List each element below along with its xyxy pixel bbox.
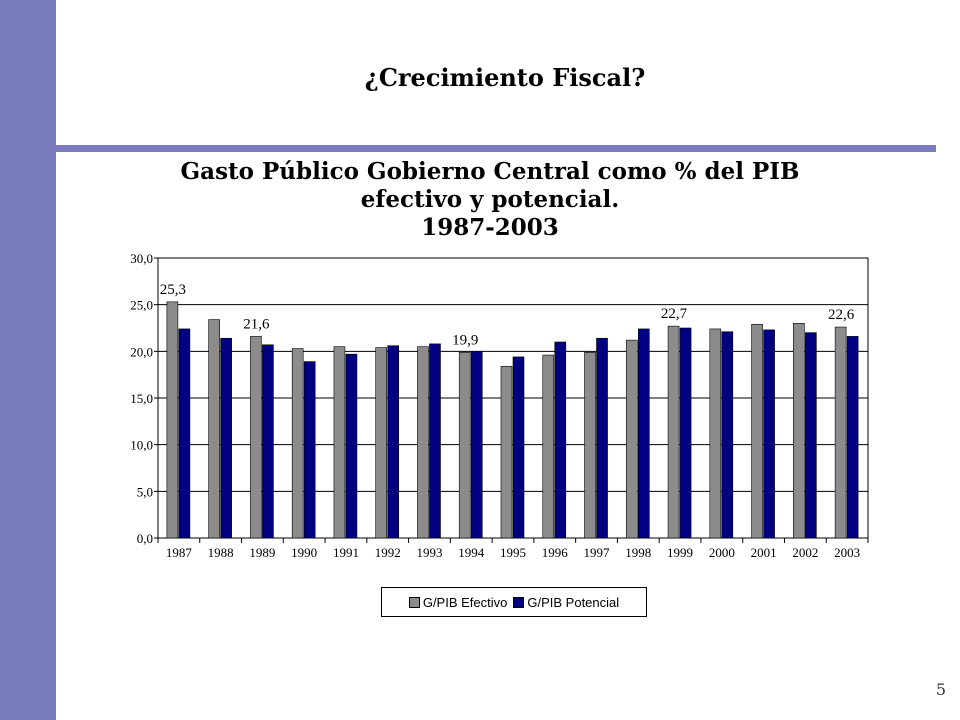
bar-potencial bbox=[387, 345, 400, 539]
x-tick-label: 1991 bbox=[333, 545, 359, 560]
legend-label-potencial: G/PIB Potencial bbox=[527, 594, 620, 610]
bar-potencial bbox=[220, 337, 232, 539]
page-number: 5 bbox=[935, 680, 946, 699]
data-labels: 25,3 21,6 19,9 22,7 22,6 bbox=[160, 282, 855, 348]
bar-efectivo bbox=[584, 351, 596, 539]
bar-potencial bbox=[679, 327, 692, 539]
y-tick-label: 15,0 bbox=[130, 391, 153, 406]
slide-title: ¿Crecimiento Fiscal? bbox=[364, 63, 646, 92]
y-tick-label: 30,0 bbox=[130, 251, 153, 266]
chart-title-line-3: 1987-2003 bbox=[421, 214, 559, 241]
bar-efectivo bbox=[625, 339, 638, 539]
bar-potencial bbox=[596, 337, 608, 539]
bar-efectivo bbox=[291, 348, 304, 539]
bar-potencial bbox=[512, 356, 525, 539]
bar-efectivo bbox=[834, 326, 847, 539]
x-tick-label: 1987 bbox=[166, 545, 193, 560]
legend-label-efectivo: G/PIB Efectivo bbox=[422, 594, 508, 610]
x-tick-label: 1994 bbox=[458, 545, 485, 560]
bar-efectivo bbox=[458, 351, 471, 539]
legend-item-potencial: G/PIB Potencial bbox=[513, 595, 619, 610]
bar-potencial bbox=[262, 344, 274, 539]
x-tick-label: 1993 bbox=[416, 545, 442, 560]
x-tick-label: 1992 bbox=[375, 545, 401, 560]
bar-efectivo bbox=[333, 346, 346, 539]
legend-swatch-potencial bbox=[513, 596, 525, 608]
x-tick-label: 2003 bbox=[834, 545, 860, 560]
bar-potencial bbox=[554, 341, 567, 539]
chart-title: Gasto Público Gobierno Central como % de… bbox=[100, 158, 880, 242]
data-label: 22,7 bbox=[661, 306, 688, 322]
x-tick-label: 1988 bbox=[208, 545, 234, 560]
x-tick-label: 2001 bbox=[751, 545, 777, 560]
legend-swatch-efectivo bbox=[408, 596, 420, 608]
bar-potencial bbox=[721, 331, 734, 539]
y-tick-label: 5,0 bbox=[137, 484, 153, 499]
bar-efectivo bbox=[667, 325, 680, 539]
bar-potencial bbox=[178, 328, 191, 539]
data-label: 19,9 bbox=[452, 332, 478, 348]
data-label: 21,6 bbox=[243, 316, 270, 332]
bar-potencial bbox=[429, 343, 441, 539]
bar-efectivo bbox=[208, 319, 220, 539]
y-axis-ticks: 0,0 5,0 10,0 15,0 20,0 25,0 30,0 bbox=[130, 251, 158, 546]
x-tick-label: 1989 bbox=[249, 545, 275, 560]
bar-efectivo bbox=[375, 347, 388, 539]
legend: G/PIB Efectivo G/PIB Potencial bbox=[381, 587, 647, 617]
bar-potencial bbox=[303, 361, 316, 539]
bar-efectivo bbox=[166, 301, 179, 539]
chart-title-line-1: Gasto Público Gobierno Central como % de… bbox=[180, 158, 800, 185]
data-label: 25,3 bbox=[160, 282, 186, 298]
x-tick-label: 2000 bbox=[709, 545, 735, 560]
x-tick-label: 1999 bbox=[667, 545, 693, 560]
bar-efectivo bbox=[709, 328, 722, 539]
bar-efectivo bbox=[793, 323, 805, 539]
y-tick-label: 0,0 bbox=[137, 531, 153, 546]
bar-efectivo bbox=[542, 354, 555, 539]
bars bbox=[166, 301, 859, 539]
x-tick-label: 1995 bbox=[500, 545, 526, 560]
left-accent-band bbox=[0, 0, 56, 720]
bar-efectivo bbox=[751, 323, 763, 539]
bar-efectivo bbox=[500, 365, 513, 539]
y-tick-label: 10,0 bbox=[130, 438, 153, 453]
x-axis-ticks: 1987 1988 1989 1990 1991 1992 1993 1994 1995 1996… bbox=[157, 538, 869, 560]
data-label: 22,6 bbox=[828, 307, 855, 323]
bar-potencial bbox=[345, 353, 358, 539]
bar-potencial bbox=[805, 332, 817, 539]
bar-efectivo bbox=[417, 346, 429, 539]
x-tick-label: 1998 bbox=[625, 545, 651, 560]
y-tick-label: 20,0 bbox=[130, 344, 153, 359]
bar-potencial bbox=[637, 328, 650, 539]
bar-efectivo bbox=[250, 336, 262, 539]
title-divider bbox=[32, 145, 936, 152]
legend-item-efectivo: G/PIB Efectivo bbox=[408, 594, 508, 610]
x-tick-label: 1997 bbox=[584, 545, 611, 560]
y-tick-label: 25,0 bbox=[130, 298, 153, 313]
x-tick-label: 2002 bbox=[792, 545, 818, 560]
bar-potencial bbox=[763, 329, 775, 539]
bar-potencial bbox=[470, 351, 483, 539]
bar-potencial bbox=[846, 336, 859, 539]
chart-title-line-2: efectivo y potencial. bbox=[360, 186, 620, 213]
x-tick-label: 1990 bbox=[291, 545, 317, 560]
x-tick-label: 1996 bbox=[542, 545, 569, 560]
